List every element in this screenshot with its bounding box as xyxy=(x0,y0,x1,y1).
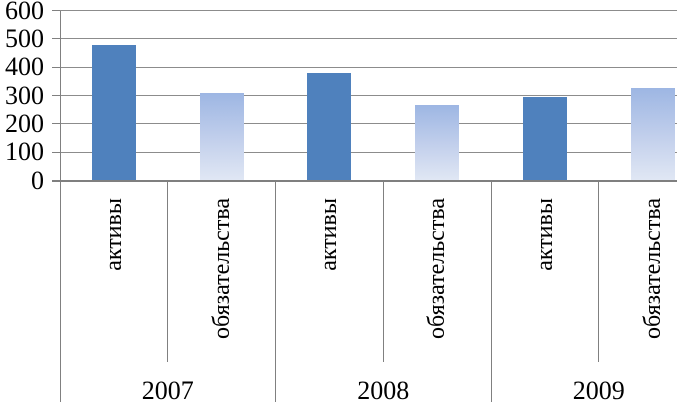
y-axis-tick xyxy=(52,151,60,153)
gridline xyxy=(60,151,677,153)
gridline xyxy=(60,10,677,11)
bar-aktivy-2008 xyxy=(307,72,352,181)
bar-aktivy-2007 xyxy=(91,44,136,181)
y-axis-tick-label: 100 xyxy=(5,137,44,167)
category-separator-line xyxy=(598,182,600,362)
y-axis-tick-label: 200 xyxy=(5,108,44,138)
category-label-obyazatelstva-2008: обязательства xyxy=(424,198,451,340)
y-axis-line xyxy=(60,10,61,402)
bar-aktivy-2009 xyxy=(522,96,567,181)
bar-obyazatelstva-2008 xyxy=(415,105,460,181)
y-axis-tick xyxy=(52,95,60,96)
x-axis-group-label-2007: 2007 xyxy=(141,376,194,404)
gridline xyxy=(60,123,677,125)
y-axis-tick-label: 600 xyxy=(5,0,44,25)
y-axis-tick-label: 300 xyxy=(5,80,44,110)
category-label-obyazatelstva-2007: обязательства xyxy=(208,198,235,340)
category-label-obyazatelstva-2009: обязательства xyxy=(639,198,666,340)
y-axis-tick-label: 500 xyxy=(5,23,44,53)
category-label-aktivy-2008: активы xyxy=(316,198,343,271)
bar-obyazatelstva-2007 xyxy=(199,92,244,181)
group-separator-line xyxy=(275,182,276,402)
y-axis-tick xyxy=(52,38,60,40)
y-axis-tick-label: 400 xyxy=(5,52,44,82)
gridline xyxy=(60,38,677,40)
category-separator-line xyxy=(167,182,169,362)
bar-obyazatelstva-2009 xyxy=(630,88,675,181)
category-label-aktivy-2007: активы xyxy=(100,198,127,271)
group-separator-line xyxy=(490,182,492,402)
y-axis-tick xyxy=(52,10,60,11)
y-axis-tick xyxy=(52,66,60,68)
category-separator-line xyxy=(382,182,384,362)
x-axis-group-label-2009: 2009 xyxy=(572,376,625,404)
x-axis-group-label-2008: 2008 xyxy=(357,376,410,404)
y-axis-tick xyxy=(52,123,60,125)
gridline xyxy=(60,66,677,68)
y-axis-tick-label: 0 xyxy=(31,165,44,195)
x-axis-line xyxy=(52,179,677,182)
category-label-aktivy-2009: активы xyxy=(531,198,558,271)
gridline xyxy=(60,95,677,96)
